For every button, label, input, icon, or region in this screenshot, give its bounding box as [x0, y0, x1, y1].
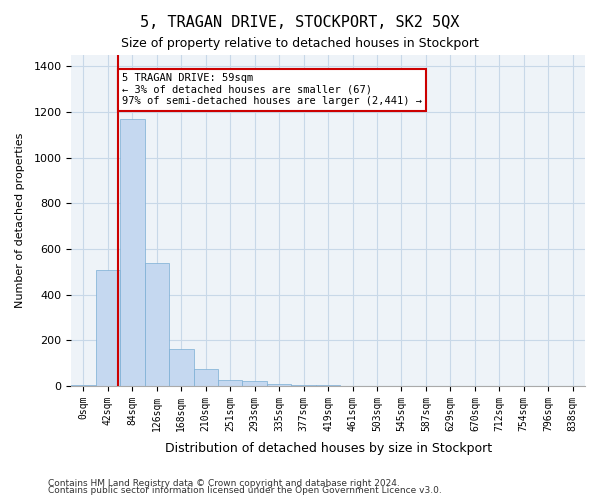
Bar [169, 350, 194, 386]
Text: 5, TRAGAN DRIVE, STOCKPORT, SK2 5QX: 5, TRAGAN DRIVE, STOCKPORT, SK2 5QX [140, 15, 460, 30]
Bar [120, 119, 145, 386]
Bar [218, 380, 242, 386]
Bar [194, 369, 218, 386]
Bar [267, 384, 292, 386]
Text: Size of property relative to detached houses in Stockport: Size of property relative to detached ho… [121, 38, 479, 51]
Y-axis label: Number of detached properties: Number of detached properties [15, 133, 25, 308]
Text: Contains HM Land Registry data © Crown copyright and database right 2024.: Contains HM Land Registry data © Crown c… [48, 478, 400, 488]
Bar [71, 385, 95, 386]
X-axis label: Distribution of detached houses by size in Stockport: Distribution of detached houses by size … [164, 442, 491, 455]
Text: 5 TRAGAN DRIVE: 59sqm
← 3% of detached houses are smaller (67)
97% of semi-detac: 5 TRAGAN DRIVE: 59sqm ← 3% of detached h… [122, 74, 422, 106]
Bar [145, 262, 169, 386]
Text: Contains public sector information licensed under the Open Government Licence v3: Contains public sector information licen… [48, 486, 442, 495]
Bar [242, 382, 267, 386]
Bar [95, 270, 120, 386]
Bar [292, 385, 316, 386]
